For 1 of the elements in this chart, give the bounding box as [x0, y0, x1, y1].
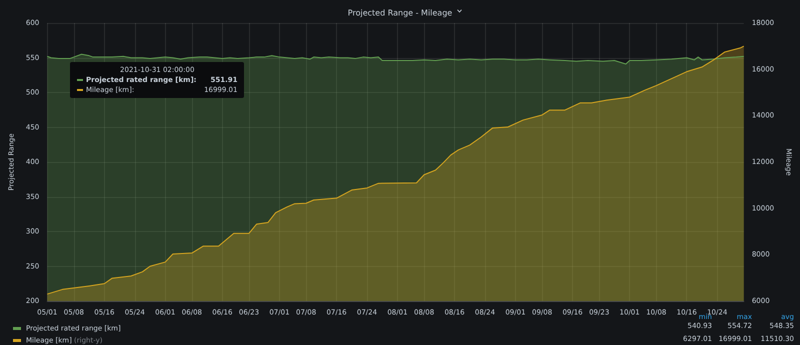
chart-title: Projected Range - Mileage — [348, 8, 452, 18]
